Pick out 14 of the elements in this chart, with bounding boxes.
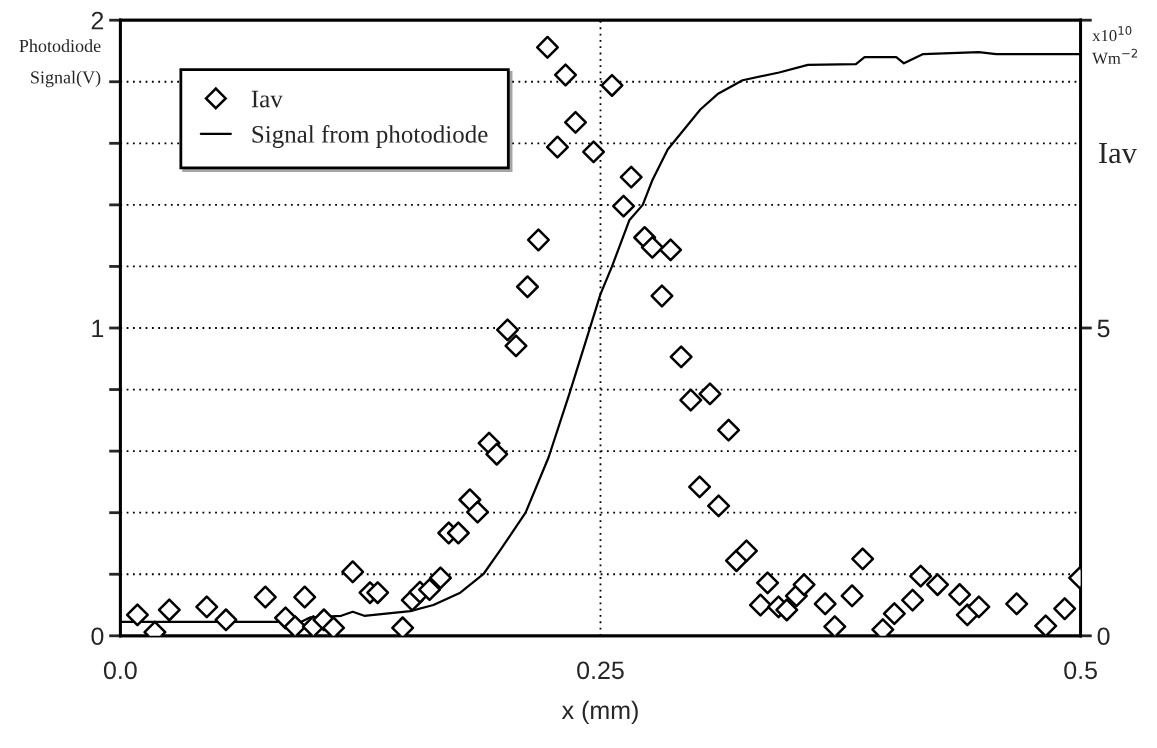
- x-axis-title: x (mm): [561, 700, 638, 725]
- y-tick-label: 1: [92, 319, 104, 338]
- y-axis-title: Photodiode Signal(V): [19, 39, 101, 88]
- legend-label: Signal from photodiode: [252, 124, 488, 148]
- y2-axis-title: Iav: [1099, 142, 1137, 164]
- x-tick-label: 0.25: [577, 661, 624, 680]
- x-tick-label: 0.5: [1064, 661, 1097, 680]
- y2-tick-label: 5: [1097, 319, 1110, 338]
- y-tick-label: 0: [91, 627, 104, 646]
- y-tick-label: 2: [91, 11, 104, 30]
- y2-tick-label: 0: [1097, 627, 1110, 646]
- legend-label: Iav: [251, 90, 283, 108]
- text: x10$^{10}$ Wm$^{−2}$: [1092, 26, 1138, 65]
- x-tick-label: 0.0: [103, 661, 137, 680]
